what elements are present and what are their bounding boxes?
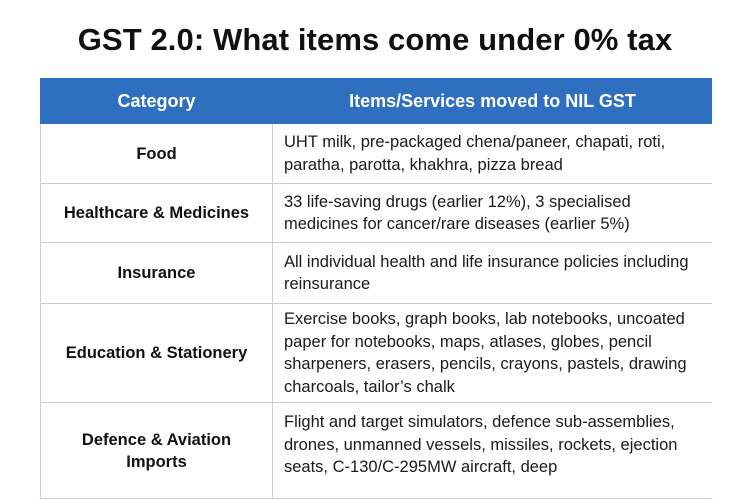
items-cell: Exercise books, graph books, lab noteboo… (272, 303, 712, 403)
category-cell: Defence & Aviation Imports (40, 402, 273, 499)
category-cell: Education & Stationery (40, 303, 273, 403)
gst-nil-items-table: Category Items/Services moved to NIL GST… (40, 78, 712, 499)
table-row: Food UHT milk, pre-packaged chena/paneer… (40, 123, 712, 184)
column-header-category: Category (40, 78, 273, 124)
category-cell: Food (40, 123, 273, 184)
table-row: Education & Stationery Exercise books, g… (40, 303, 712, 403)
table-header-row: Category Items/Services moved to NIL GST (40, 78, 712, 124)
gst-table-container: Category Items/Services moved to NIL GST… (40, 78, 712, 500)
items-cell: UHT milk, pre-packaged chena/paneer, cha… (272, 123, 712, 184)
table-row: Healthcare & Medicines 33 life-saving dr… (40, 183, 712, 243)
items-cell: Flight and target simulators, defence su… (272, 402, 712, 499)
table-row: Insurance All individual health and life… (40, 242, 712, 304)
category-cell: Insurance (40, 242, 273, 304)
category-cell: Healthcare & Medicines (40, 183, 273, 243)
items-cell: All individual health and life insurance… (272, 242, 712, 304)
table-row: Defence & Aviation Imports Flight and ta… (40, 402, 712, 499)
column-header-items: Items/Services moved to NIL GST (272, 78, 712, 124)
page-title: GST 2.0: What items come under 0% tax (77, 22, 673, 57)
items-cell: 33 life-saving drugs (earlier 12%), 3 sp… (272, 183, 712, 243)
